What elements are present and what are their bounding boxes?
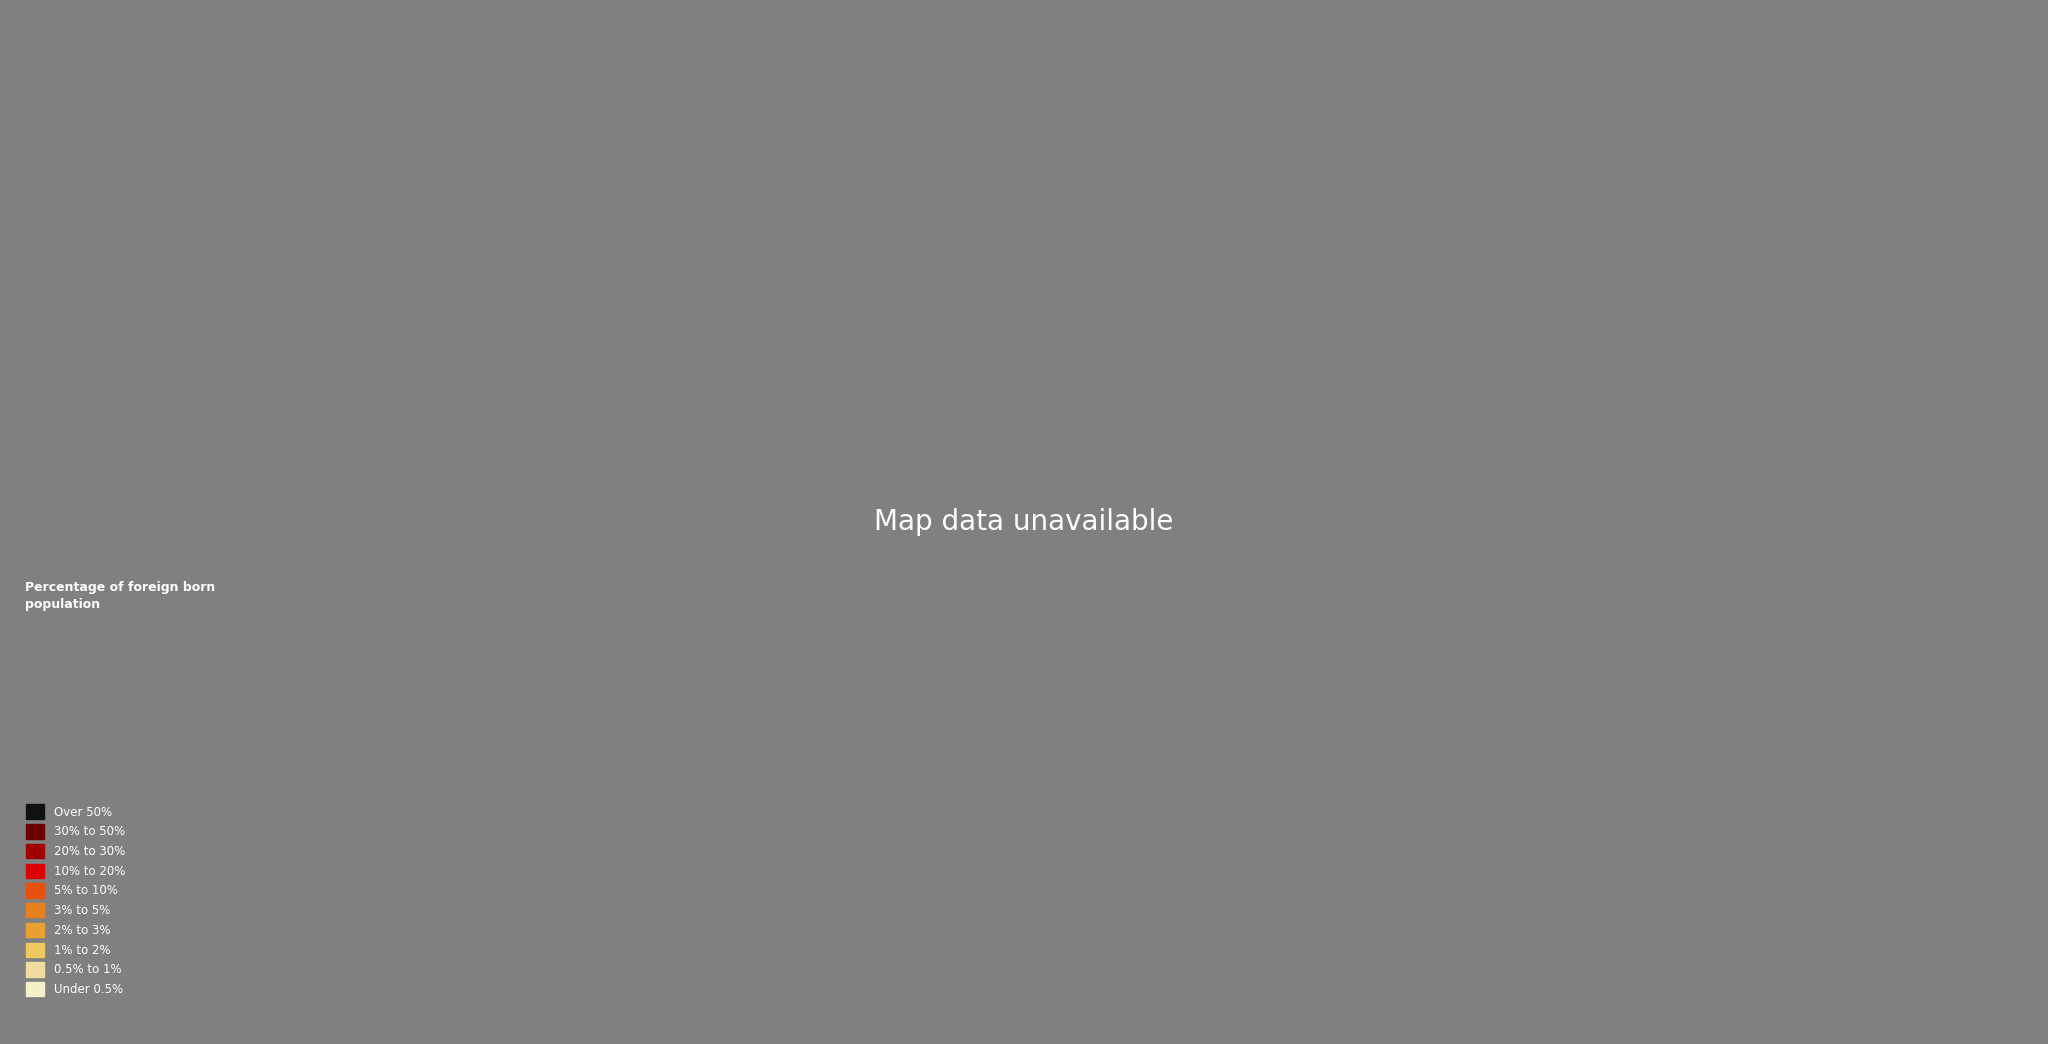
Text: Map data unavailable: Map data unavailable: [874, 508, 1174, 536]
Text: Percentage of foreign born
population: Percentage of foreign born population: [25, 580, 215, 611]
Legend: Over 50%, 30% to 50%, 20% to 30%, 10% to 20%, 5% to 10%, 3% to 5%, 2% to 3%, 1% : Over 50%, 30% to 50%, 20% to 30%, 10% to…: [27, 805, 125, 996]
